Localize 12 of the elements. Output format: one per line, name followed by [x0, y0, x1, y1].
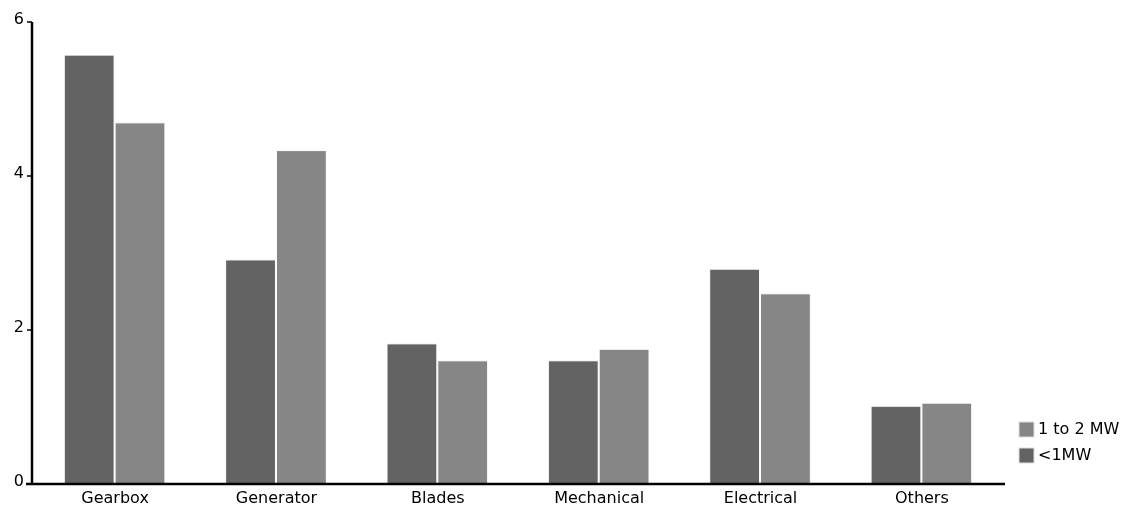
y-tick-label: 6 [13, 8, 24, 28]
y-tick-label: 2 [13, 316, 24, 336]
x-tick-label: Mechanical [554, 488, 645, 507]
y-tick-label: 0 [13, 470, 24, 490]
x-tick-label: Gearbox [81, 488, 149, 507]
x-tick-label: Others [895, 488, 949, 507]
y-tick-label: 4 [13, 162, 24, 182]
x-tick-label: Electrical [723, 488, 798, 507]
legend-label: <1MW [1038, 445, 1092, 464]
x-tick-label: Blades [411, 488, 465, 507]
x-tick-label: Generator [235, 488, 318, 507]
legend-label: 1 to 2 MW [1038, 419, 1120, 438]
